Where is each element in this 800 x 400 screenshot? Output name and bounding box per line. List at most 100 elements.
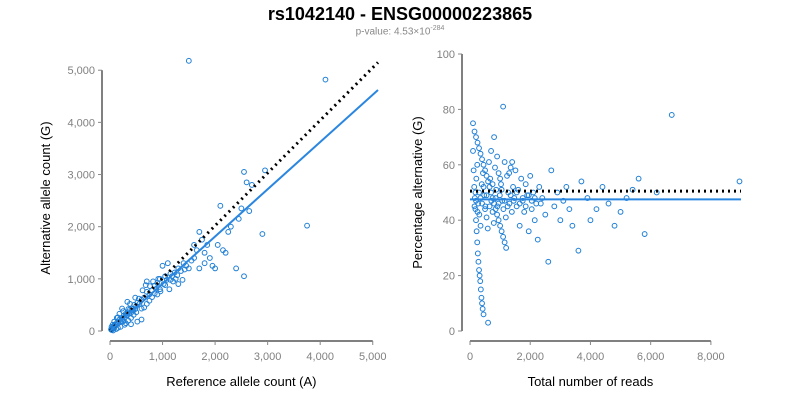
left-y-tick-label: 5,000: [67, 65, 95, 77]
left-data-point: [121, 321, 128, 328]
right-data-point: [506, 170, 513, 177]
left-data-point: [206, 255, 213, 261]
right-data-point: [503, 245, 510, 251]
left-y-tick-label: 2,000: [67, 222, 95, 234]
left-data-point: [227, 223, 234, 230]
left-data-point: [154, 291, 161, 298]
right-data-point: [490, 220, 497, 226]
right-data-point: [470, 120, 476, 127]
right-data-point: [518, 175, 525, 182]
right-data-point: [509, 159, 516, 165]
right-data-point: [527, 172, 534, 179]
right-x-tick-label: 0: [467, 351, 473, 363]
left-x-axis-title: Reference allele count (A): [166, 374, 316, 389]
left-x-tick-label: 2,000: [201, 351, 229, 363]
left-data-point: [128, 321, 134, 328]
right-data-point: [623, 195, 630, 201]
left-data-point: [116, 310, 123, 317]
right-data-point: [501, 197, 508, 204]
right-data-point: [471, 203, 478, 210]
left-data-point: [138, 305, 145, 312]
left-data-point: [322, 76, 329, 83]
right-data-point: [489, 195, 496, 201]
right-data-point: [475, 258, 482, 265]
right-data-point: [470, 167, 477, 174]
right-data-point: [545, 258, 552, 265]
right-data-point: [473, 228, 480, 235]
left-data-point: [191, 242, 197, 248]
right-data-point: [494, 203, 501, 210]
right-data-point: [477, 278, 484, 285]
right-data-point: [476, 267, 482, 273]
right-data-point: [482, 206, 488, 213]
left-data-point: [233, 265, 240, 272]
right-data-point: [501, 159, 508, 165]
right-data-point: [641, 231, 648, 237]
left-data-point: [174, 272, 181, 279]
left-data-point: [143, 278, 150, 285]
right-data-point: [494, 153, 501, 160]
right-data-point: [474, 139, 481, 146]
right-data-point: [510, 197, 517, 204]
left-data-point: [133, 309, 140, 316]
right-data-point: [516, 222, 523, 229]
right-data-point: [498, 228, 505, 235]
p-value-label: p-value: 4.53×10: [355, 26, 431, 38]
right-data-point: [477, 222, 484, 229]
right-data-point: [508, 208, 515, 215]
left-y-tick-label: 1,000: [67, 274, 95, 286]
right-data-point: [539, 195, 546, 201]
left-data-point: [163, 276, 170, 283]
right-y-tick-label: 80: [443, 104, 455, 116]
right-data-point: [474, 208, 481, 215]
right-data-point: [476, 272, 483, 279]
right-data-point: [516, 200, 523, 207]
right-data-point: [473, 175, 480, 182]
right-data-point: [522, 203, 529, 210]
right-data-point: [668, 112, 675, 118]
right-x-tick-label: 8,000: [697, 351, 725, 363]
right-data-point: [484, 225, 491, 232]
right-data-point: [477, 150, 484, 157]
right-data-point: [473, 217, 479, 224]
right-data-point: [499, 197, 506, 204]
right-data-point: [492, 195, 499, 201]
left-data-point: [149, 294, 155, 300]
right-data-point: [512, 167, 519, 174]
right-data-point: [495, 217, 502, 224]
right-data-point: [525, 228, 532, 235]
right-data-point: [736, 178, 743, 185]
right-data-point: [584, 195, 591, 201]
left-data-point: [179, 276, 186, 283]
right-data-point: [542, 211, 549, 218]
right-data-point: [474, 239, 481, 246]
left-data-point: [181, 266, 188, 273]
right-data-point: [488, 148, 494, 154]
left-data-point: [138, 316, 145, 323]
right-data-point: [566, 206, 573, 213]
right-data-point: [482, 203, 489, 210]
right-y-tick-label: 40: [443, 215, 455, 227]
right-data-point: [522, 181, 529, 188]
right-data-point: [495, 200, 502, 207]
right-data-point: [504, 203, 511, 210]
left-data-point: [209, 262, 216, 269]
left-data-point: [246, 208, 253, 214]
left-data-point: [262, 167, 268, 174]
right-data-point: [528, 206, 535, 213]
left-data-point: [120, 308, 127, 315]
right-data-point: [471, 195, 478, 201]
right-data-point: [479, 156, 485, 163]
left-data-point: [113, 315, 120, 321]
right-data-point: [611, 222, 618, 229]
right-data-point: [519, 195, 526, 201]
left-fit-line: [109, 89, 379, 332]
right-data-point: [557, 217, 564, 224]
right-data-point: [483, 192, 490, 199]
right-data-point: [502, 214, 509, 221]
right-data-point: [483, 172, 490, 179]
right-data-point: [497, 175, 504, 182]
right-y-tick-label: 20: [443, 271, 455, 283]
right-data-point: [569, 222, 576, 229]
